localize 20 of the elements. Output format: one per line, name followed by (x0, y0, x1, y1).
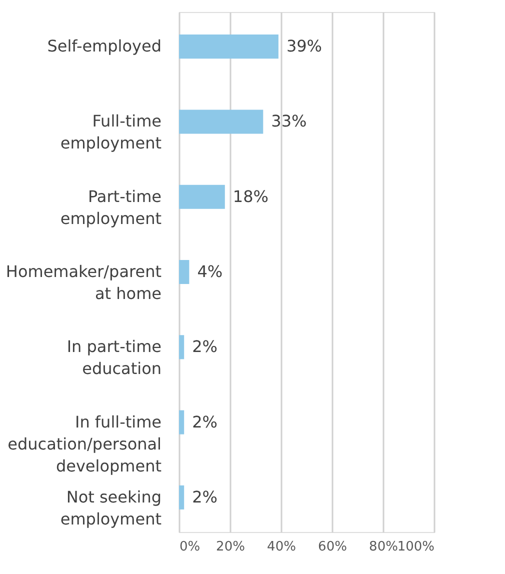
data-label: 33% (271, 112, 307, 131)
data-label: 4% (197, 262, 223, 281)
x-tick-label: 60% (318, 540, 347, 554)
data-label: 2% (192, 412, 218, 432)
x-tick-label: 0% (180, 540, 200, 554)
y-tick-label: Self-employed (47, 36, 162, 56)
x-tick-label: 100% (397, 540, 434, 554)
x-tick-label: 20% (216, 540, 245, 554)
y-tick-label: Homemaker/parent at home (6, 262, 162, 303)
x-tick-label: 40% (267, 540, 296, 554)
data-label: 39% (286, 36, 322, 56)
data-label: 18% (232, 186, 268, 206)
y-tick-label: In full-time education/personal development (8, 412, 162, 476)
y-tick-label: In part-time education (66, 337, 162, 378)
x-tick-label: 80% (369, 540, 398, 554)
y-tick-label: Part-time employment (60, 186, 162, 228)
y-tick-label: Full-time employment (60, 112, 162, 153)
data-label: 2% (192, 337, 218, 356)
data-label: 2% (192, 487, 218, 506)
y-tick-label: Not seeking employment (60, 487, 162, 528)
